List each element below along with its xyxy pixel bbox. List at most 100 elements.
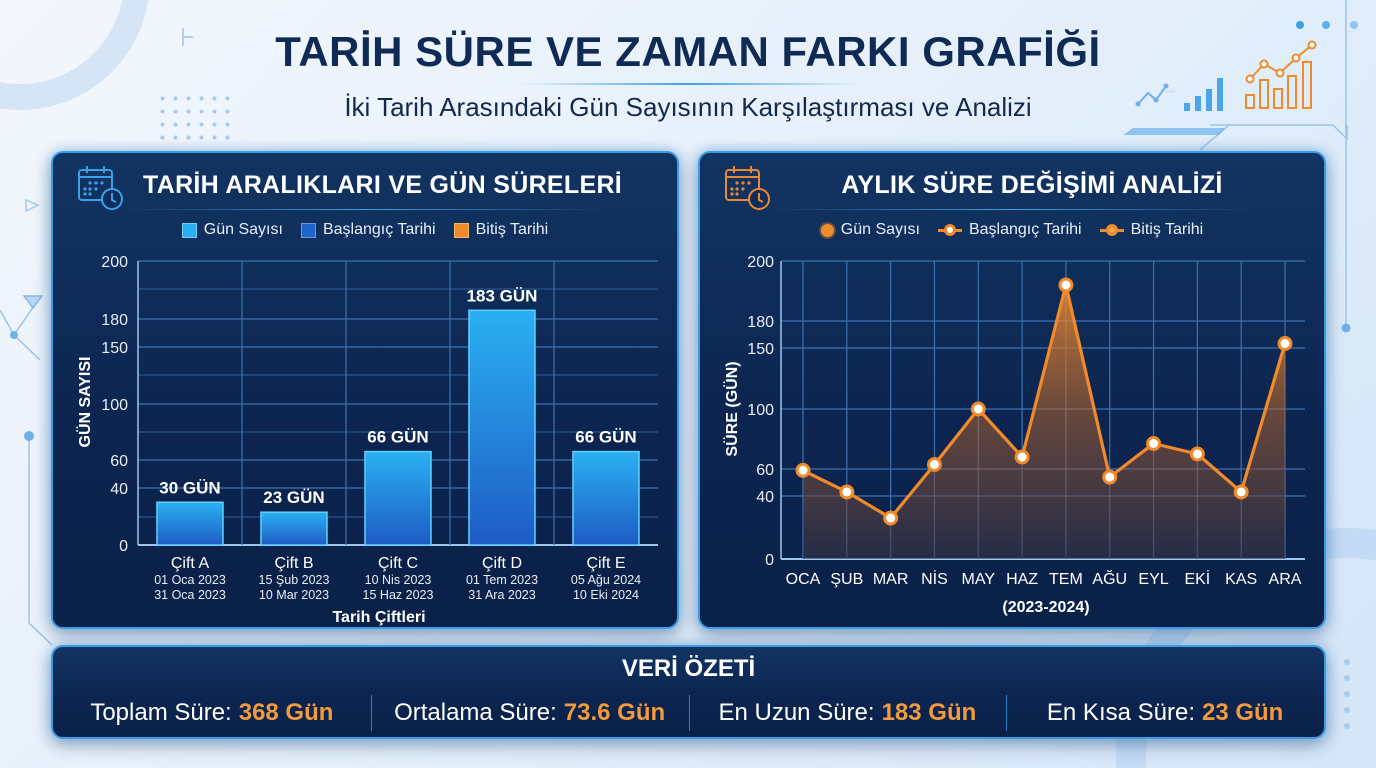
summary-shortest: En Kısa Süre: 23 Gün xyxy=(1006,693,1324,733)
bar-chart-title: TARİH ARALIKLARI VE GÜN SÜRELERİ xyxy=(143,171,623,199)
end-date-label: 10 Mar 2023 xyxy=(259,588,329,602)
x-tick-label: ŞUB xyxy=(830,571,863,588)
data-point[interactable] xyxy=(839,484,855,500)
x-axis-label: Tarih Çiftleri xyxy=(332,609,425,626)
data-point[interactable] xyxy=(1146,436,1162,451)
data-point[interactable] xyxy=(970,401,986,417)
divider xyxy=(123,209,607,210)
legend-item-bitis[interactable]: Bitiş Tarihi xyxy=(1099,221,1204,239)
data-point[interactable] xyxy=(1277,336,1293,351)
summary-title: VERİ ÖZETİ xyxy=(621,655,756,682)
summary-value: 23 Gün xyxy=(1201,699,1284,726)
summary-label: Toplam Süre: xyxy=(90,699,232,726)
x-tick-label: NİS xyxy=(921,569,948,588)
x-tick-label: MAY xyxy=(962,571,996,588)
legend-label: Gün Sayısı xyxy=(840,221,920,238)
svg-text:180: 180 xyxy=(101,312,128,329)
start-date-label: 01 Tem 2023 xyxy=(466,573,538,587)
x-tick-label: MAR xyxy=(873,571,909,588)
x-tick-label: KAS xyxy=(1225,571,1257,588)
area-fill xyxy=(803,285,1285,559)
start-date-label: 15 Şub 2023 xyxy=(259,573,330,587)
svg-text:60: 60 xyxy=(110,453,128,470)
x-tick-label: Çift E xyxy=(586,555,625,572)
end-date-label: 31 Oca 2023 xyxy=(154,588,226,602)
x-tick-label: Çift A xyxy=(171,555,210,572)
legend-swatch xyxy=(453,222,469,238)
end-date-label: 10 Eki 2024 xyxy=(573,588,639,602)
bar-chart-legend: Gün Sayısı Başlangıç Tarihi Bitiş Tarihi xyxy=(53,221,677,239)
summary-value: 183 Gün xyxy=(881,699,977,726)
bar-value-label: 183 GÜN xyxy=(467,286,538,305)
x-axis-label: (2023-2024) xyxy=(1002,599,1089,616)
legend-item-baslangic[interactable]: Başlangıç Tarihi xyxy=(937,221,1082,239)
svg-text:200: 200 xyxy=(747,254,774,271)
svg-text:150: 150 xyxy=(101,340,128,357)
x-tick-label: AĞU xyxy=(1092,569,1127,588)
legend-label: Gün Sayısı xyxy=(203,221,283,238)
data-point[interactable] xyxy=(883,510,899,526)
bar-chart-panel: TARİH ARALIKLARI VE GÜN SÜRELERİ Gün Say… xyxy=(51,151,679,629)
calendar-clock-icon xyxy=(725,166,770,210)
legend-item-bitis[interactable]: Bitiş Tarihi xyxy=(453,221,549,239)
summary-longest: En Uzun Süre: 183 Gün xyxy=(688,693,1007,733)
summary-average: Ortalama Süre: 73.6 Gün xyxy=(370,693,689,733)
data-point[interactable] xyxy=(1058,277,1074,293)
x-tick-label: TEM xyxy=(1049,571,1083,588)
svg-text:150: 150 xyxy=(747,341,774,358)
summary-label: Ortalama Süre: xyxy=(394,699,557,726)
svg-text:100: 100 xyxy=(747,402,774,419)
svg-text:100: 100 xyxy=(101,397,128,414)
bar-value-label: 30 GÜN xyxy=(159,478,220,497)
title-underline xyxy=(520,83,860,85)
legend-item-gun-sayisi[interactable]: Gün Sayısı xyxy=(820,221,920,239)
summary-value: 368 Gün xyxy=(238,699,334,726)
data-point[interactable] xyxy=(926,457,942,472)
data-point[interactable] xyxy=(1102,469,1118,485)
svg-text:0: 0 xyxy=(119,538,128,555)
x-tick-label: Çift B xyxy=(274,555,313,572)
legend-label: Bitiş Tarihi xyxy=(475,221,549,238)
x-tick-label: Çift D xyxy=(482,555,522,572)
summary-value: 73.6 Gün xyxy=(563,699,666,726)
x-tick-label: ARA xyxy=(1269,571,1302,588)
svg-text:40: 40 xyxy=(756,489,774,506)
line-chart-legend: Gün Sayısı Başlangıç Tarihi Bitiş Tarihi xyxy=(700,221,1324,239)
svg-text:40: 40 xyxy=(110,481,128,498)
legend-item-baslangic[interactable]: Başlangıç Tarihi xyxy=(300,221,436,239)
start-date-label: 05 Ağu 2024 xyxy=(571,573,641,587)
data-point[interactable] xyxy=(795,462,811,478)
summary-total: Toplam Süre: 368 Gün xyxy=(53,693,371,733)
legend-swatch xyxy=(300,222,316,238)
x-tick-label: EYL xyxy=(1138,571,1168,588)
legend-label: Bitiş Tarihi xyxy=(1130,221,1204,238)
series-line xyxy=(802,283,1287,520)
page-title: TARİH SÜRE VE ZAMAN FARKI GRAFİĞİ xyxy=(275,28,1101,75)
data-point[interactable] xyxy=(1233,484,1249,500)
end-date-label: 31 Ara 2023 xyxy=(468,588,535,602)
bar-value-label: 23 GÜN xyxy=(263,488,324,507)
bar-value-label: 66 GÜN xyxy=(367,428,428,447)
line-chart-plot: 0 40 60 100 150 180 200 OCA ŞUB MAR NİS MAY HAZ TEM AĞ… xyxy=(722,254,1305,616)
page-subtitle: İki Tarih Arasındaki Gün Sayısının Karşı… xyxy=(344,92,1032,122)
data-point[interactable] xyxy=(1014,449,1030,465)
bar-chart-plot: 0 40 60 100 150 180 200 30 GÜN Çift A01 Oca 202… xyxy=(75,254,658,626)
legend-item-gun-sayisi[interactable]: Gün Sayısı xyxy=(181,221,283,239)
start-date-label: 10 Nis 2023 xyxy=(365,573,432,587)
legend-swatch xyxy=(181,222,197,238)
legend-marker xyxy=(820,223,834,237)
legend-label: Başlangıç Tarihi xyxy=(322,221,436,238)
svg-text:180: 180 xyxy=(747,314,774,331)
divider xyxy=(770,209,1254,210)
data-point[interactable] xyxy=(1189,446,1205,462)
bar-value-label: 66 GÜN xyxy=(575,428,636,447)
summary-label: En Kısa Süre: xyxy=(1046,699,1195,726)
summary-panel: VERİ ÖZETİ Toplam Süre: 368 Gün Ortalama… xyxy=(51,645,1326,739)
x-tick-label: HAZ xyxy=(1006,571,1038,588)
svg-text:200: 200 xyxy=(101,254,128,271)
